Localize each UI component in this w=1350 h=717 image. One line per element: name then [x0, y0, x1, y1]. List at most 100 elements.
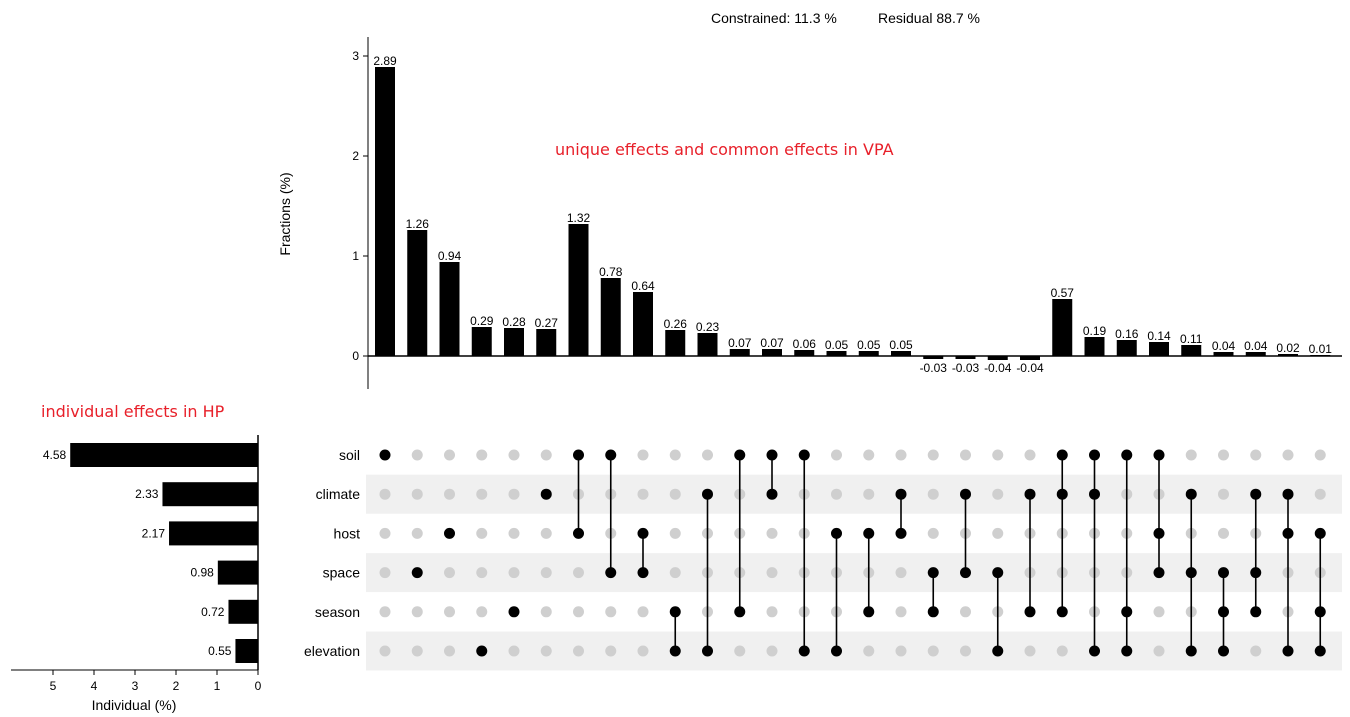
matrix-dot-inactive — [573, 567, 584, 579]
vpa-bar-label: 0.19 — [1083, 324, 1107, 338]
matrix-dot-inactive — [992, 527, 1004, 539]
matrix-row-stripe — [366, 553, 1342, 593]
matrix-dot-active — [1153, 527, 1165, 539]
vpa-bar — [794, 350, 815, 356]
matrix-dot-active — [992, 567, 1004, 579]
matrix-dot-inactive — [734, 645, 746, 657]
hp-bar — [162, 482, 258, 507]
matrix-dot-inactive — [637, 645, 649, 657]
matrix-dot-inactive — [1250, 645, 1262, 657]
matrix-dot-inactive — [508, 527, 520, 539]
matrix-dot-inactive — [411, 606, 423, 618]
vpa-bar-label: -0.03 — [952, 361, 980, 375]
matrix-dot-active — [1024, 488, 1036, 500]
set-label-climate: climate — [316, 486, 361, 502]
hp-x-axis-title: Individual (%) — [92, 697, 177, 713]
matrix-dot-inactive — [831, 488, 842, 500]
hp-bar-label: 0.55 — [208, 644, 232, 658]
hp-x-tick-label: 4 — [91, 679, 98, 693]
matrix-dot-inactive — [540, 527, 552, 539]
matrix-dot-inactive — [1218, 449, 1229, 461]
matrix-dot-inactive — [1218, 527, 1229, 539]
matrix-dot-active — [1121, 449, 1133, 461]
vpa-bar — [1213, 352, 1234, 356]
vpa-bar-label: 0.05 — [825, 338, 849, 352]
matrix-dot-active — [1314, 527, 1326, 539]
matrix-dot-active — [669, 606, 681, 618]
matrix-row-stripe — [366, 631, 1342, 671]
vpa-bar-label: 0.16 — [1115, 327, 1139, 341]
vpa-bar — [1278, 354, 1298, 356]
matrix-dot-inactive — [702, 449, 713, 461]
matrix-dot-active — [1250, 567, 1262, 579]
vpa-bar-label: 0.06 — [793, 337, 817, 351]
matrix-dot-active — [960, 567, 971, 579]
matrix-dot-active — [1056, 606, 1068, 618]
matrix-dot-active — [540, 488, 552, 500]
vpa-bar-label: 2.89 — [373, 54, 397, 68]
hp-bar-label: 0.72 — [201, 605, 225, 619]
vpa-bar — [987, 356, 1008, 360]
vpa-bar — [826, 351, 847, 356]
matrix-dot-inactive — [960, 449, 971, 461]
vpa-bar — [891, 351, 911, 356]
matrix-dot-inactive — [605, 606, 617, 618]
vpa-bar-label: -0.04 — [984, 361, 1012, 375]
matrix-dot-inactive — [476, 606, 488, 618]
matrix-dot-active — [1218, 606, 1229, 618]
matrix-dot-inactive — [895, 449, 907, 461]
matrix-dot-active — [1089, 488, 1100, 500]
vpa-bar — [1084, 337, 1105, 356]
matrix-dot-inactive — [379, 645, 391, 657]
matrix-dot-active — [1121, 645, 1133, 657]
variance-summary: Constrained: 11.3 % Residual 88.7 % — [0, 10, 1350, 30]
vpa-bar — [665, 330, 686, 356]
vpa-annotation: unique effects and common effects in VPA — [555, 140, 894, 159]
matrix-dot-inactive — [766, 645, 778, 657]
matrix-dot-inactive — [1314, 449, 1326, 461]
vpa-bar-label: 0.07 — [760, 336, 784, 350]
vpa-bar-label: 0.05 — [889, 338, 913, 352]
vpa-bar — [1245, 352, 1266, 356]
matrix-dot-active — [1218, 645, 1229, 657]
matrix-dot-inactive — [863, 645, 875, 657]
top-y-tick-label: 1 — [352, 249, 359, 263]
hp-x-tick-label: 2 — [173, 679, 180, 693]
hp-bar-label: 4.58 — [43, 448, 67, 462]
matrix-dot-inactive — [895, 606, 907, 618]
vpa-bar-label: 0.01 — [1309, 342, 1333, 356]
matrix-dot-inactive — [444, 567, 455, 579]
vpa-bar — [1116, 340, 1137, 356]
matrix-dot-inactive — [1024, 645, 1036, 657]
matrix-dot-active — [1024, 606, 1036, 618]
matrix-dot-active — [1250, 606, 1262, 618]
matrix-dot-active — [605, 449, 617, 461]
hp-bar-label: 2.17 — [142, 526, 166, 540]
hp-bar-label: 0.98 — [190, 566, 214, 580]
matrix-dot-inactive — [1024, 449, 1036, 461]
matrix-dot-inactive — [379, 567, 391, 579]
vpa-bar — [1181, 345, 1202, 356]
top-y-tick-label: 3 — [352, 49, 359, 63]
matrix-dot-active — [927, 606, 939, 618]
matrix-dot-inactive — [927, 488, 939, 500]
vpa-bar-label: 0.27 — [535, 316, 559, 330]
matrix-dot-active — [573, 527, 584, 539]
matrix-dot-active — [411, 567, 423, 579]
matrix-dot-active — [734, 606, 746, 618]
vpa-bar-label: 0.02 — [1276, 341, 1300, 355]
top-y-tick-label: 2 — [352, 149, 359, 163]
matrix-dot-inactive — [1056, 645, 1068, 657]
matrix-dot-active — [1314, 645, 1326, 657]
matrix-dot-inactive — [669, 488, 681, 500]
matrix-dot-inactive — [1250, 449, 1262, 461]
hp-x-tick-label: 0 — [255, 679, 262, 693]
matrix-dot-active — [863, 606, 875, 618]
matrix-dot-inactive — [605, 645, 617, 657]
matrix-dot-inactive — [637, 449, 649, 461]
matrix-dot-active — [895, 488, 907, 500]
hp-bar — [217, 560, 258, 585]
matrix-dot-inactive — [508, 645, 520, 657]
vpa-bar — [1020, 356, 1040, 360]
